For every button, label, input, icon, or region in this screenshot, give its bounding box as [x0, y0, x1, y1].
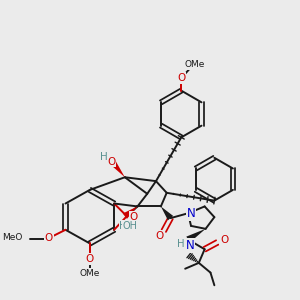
Text: O: O — [86, 254, 94, 264]
Text: O: O — [177, 73, 185, 83]
Polygon shape — [186, 229, 206, 242]
Polygon shape — [110, 160, 125, 177]
Text: O: O — [130, 212, 138, 222]
Text: N: N — [186, 239, 194, 252]
Text: O: O — [220, 235, 228, 244]
Text: O: O — [107, 157, 115, 167]
Text: OMe: OMe — [80, 269, 100, 278]
Text: H: H — [100, 152, 107, 162]
Text: OH: OH — [122, 221, 137, 231]
Text: N: N — [187, 207, 195, 220]
Text: H: H — [177, 239, 184, 249]
Polygon shape — [123, 206, 137, 219]
Text: H: H — [119, 221, 127, 231]
Text: MeO: MeO — [2, 233, 23, 242]
Polygon shape — [161, 206, 173, 220]
Text: O: O — [156, 231, 164, 241]
Text: OMe: OMe — [185, 60, 205, 69]
Text: O: O — [45, 232, 53, 243]
